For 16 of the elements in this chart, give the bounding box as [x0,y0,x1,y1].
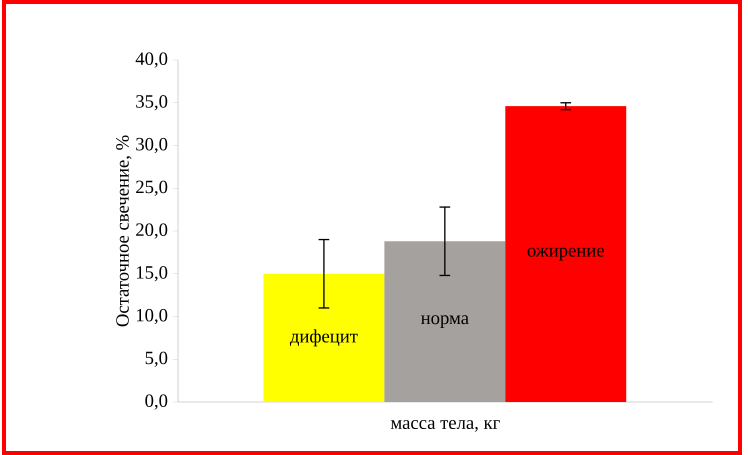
x-tick-label: ожирение [528,248,604,260]
y-tick-label: 10,0 [136,308,168,324]
x-tick-label: дифецит [290,329,358,346]
y-tick-label: 0,0 [145,394,168,410]
x-axis-title: масса тела, кг [390,420,500,432]
bar [263,274,384,402]
y-tick-label: 30,0 [136,138,168,154]
y-tick-label: 35,0 [136,95,168,110]
y-tick-label: 20,0 [136,223,168,239]
x-tick-label: норма [421,315,469,328]
y-tick-label: 40,0 [136,52,168,68]
y-tick-label: 5,0 [146,352,168,367]
y-tick-label: 15,0 [136,266,168,282]
y-axis-title: Остаточное свечение, % [116,136,132,326]
bar [505,106,626,402]
y-tick-label: 25,0 [136,180,168,196]
